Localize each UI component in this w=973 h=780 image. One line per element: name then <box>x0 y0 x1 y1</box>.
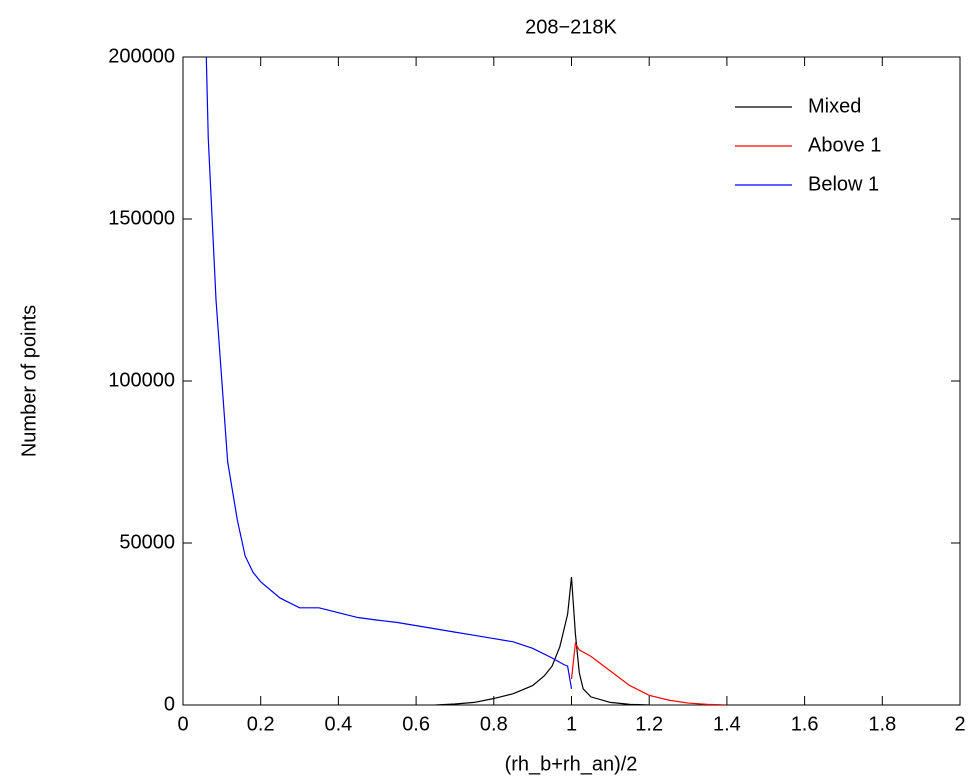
x-tick-label: 0.6 <box>402 713 430 735</box>
y-tick-label: 100000 <box>108 369 175 391</box>
x-tick-label: 0 <box>177 713 188 735</box>
y-tick-label: 50000 <box>119 531 175 553</box>
x-tick-label: 1.2 <box>635 713 663 735</box>
x-tick-label: 2 <box>954 713 965 735</box>
x-tick-label: 1 <box>566 713 577 735</box>
y-tick-label: 0 <box>164 693 175 715</box>
x-tick-label: 1.4 <box>713 713 741 735</box>
x-tick-label: 1.8 <box>868 713 896 735</box>
legend-label: Mixed <box>808 95 861 117</box>
y-tick-label: 200000 <box>108 45 175 67</box>
chart-title: 208−218K <box>525 16 617 38</box>
y-axis-label: Number of points <box>18 305 40 457</box>
legend-label: Above 1 <box>808 134 881 156</box>
x-tick-label: 1.6 <box>791 713 819 735</box>
x-tick-label: 0.2 <box>247 713 275 735</box>
legend-label: Below 1 <box>808 173 879 195</box>
y-tick-label: 150000 <box>108 207 175 229</box>
series-line <box>205 57 573 689</box>
x-axis-label: (rh_b+rh_an)/2 <box>505 753 638 775</box>
series-line <box>435 576 650 705</box>
x-tick-label: 0.4 <box>324 713 352 735</box>
series-line <box>570 641 727 705</box>
plot-lines <box>205 57 727 705</box>
x-tick-label: 0.8 <box>480 713 508 735</box>
